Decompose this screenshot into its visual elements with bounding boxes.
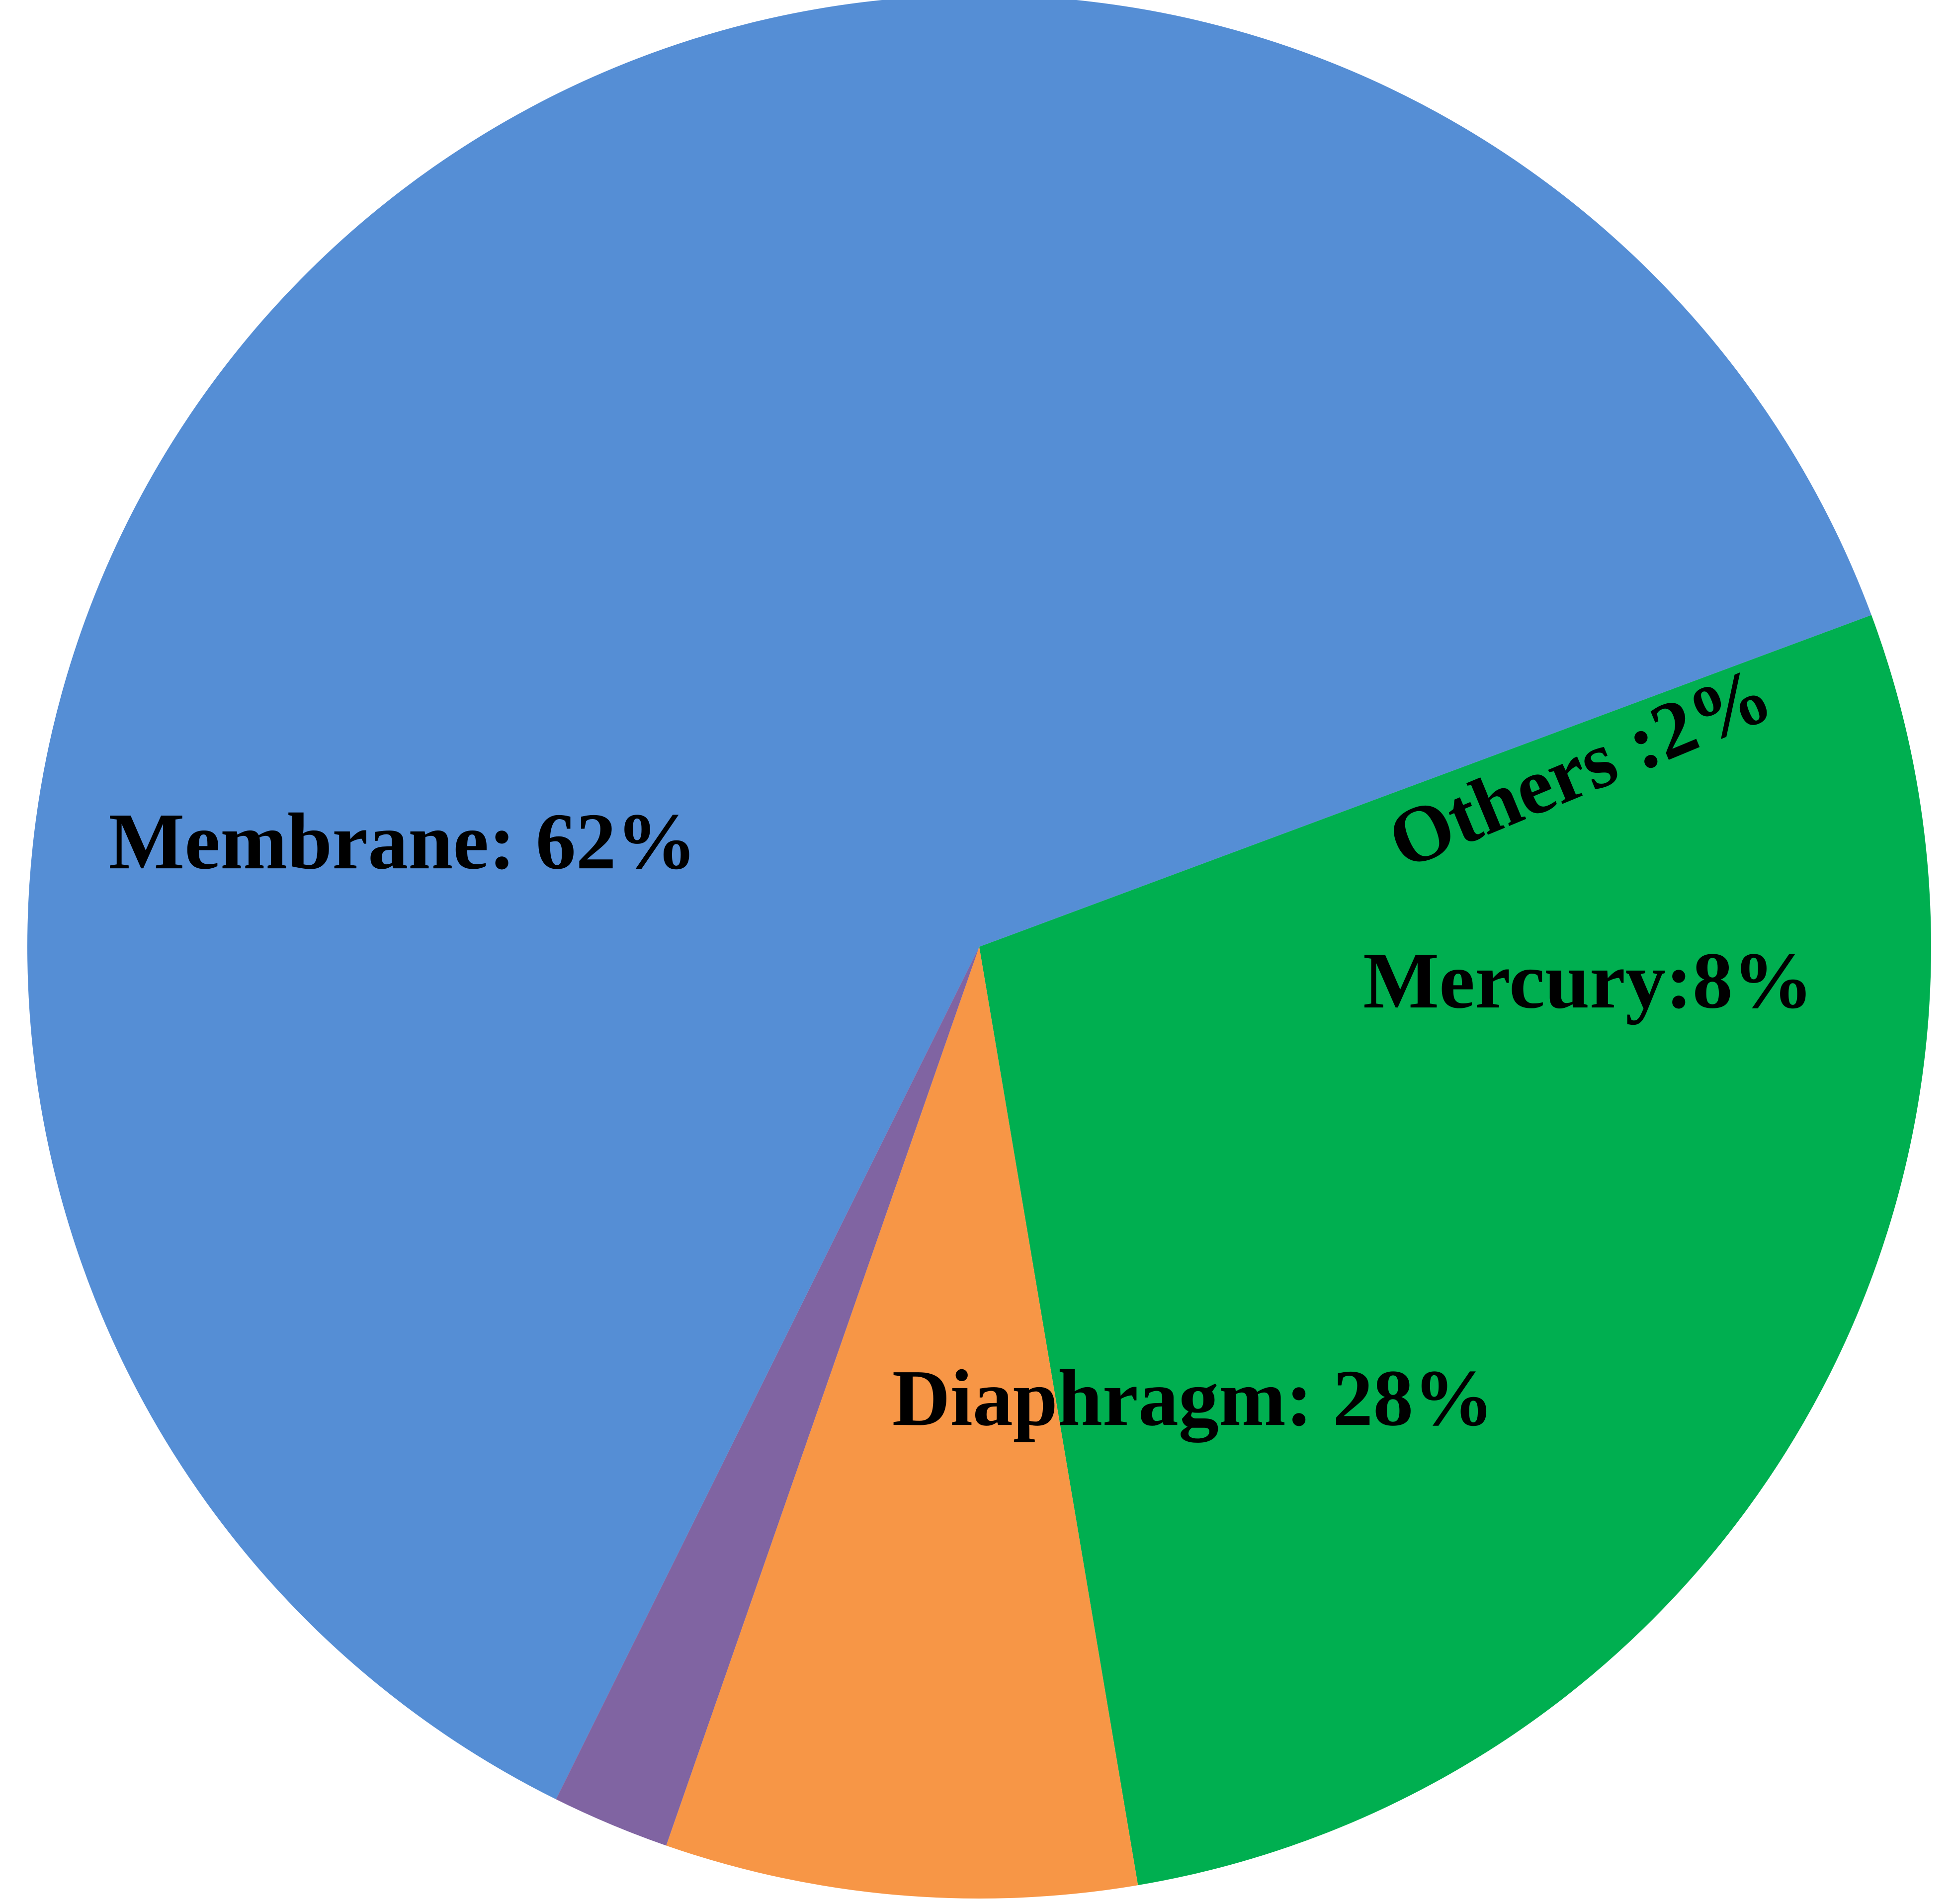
slice-label-membrane: Membrane: 62% [108, 797, 696, 886]
pie-slice-others [556, 947, 979, 1846]
slice-label-diaphragm: Diaphragm: 28% [892, 1354, 1494, 1443]
pie-slices [27, 0, 1932, 1899]
pie-slice-mercury [666, 947, 1138, 1899]
pie-slice-diaphragm [979, 615, 1932, 1886]
slice-label-mercury: Mercury:8% [1363, 936, 1813, 1025]
pie-slice-membrane [27, 0, 1871, 1800]
